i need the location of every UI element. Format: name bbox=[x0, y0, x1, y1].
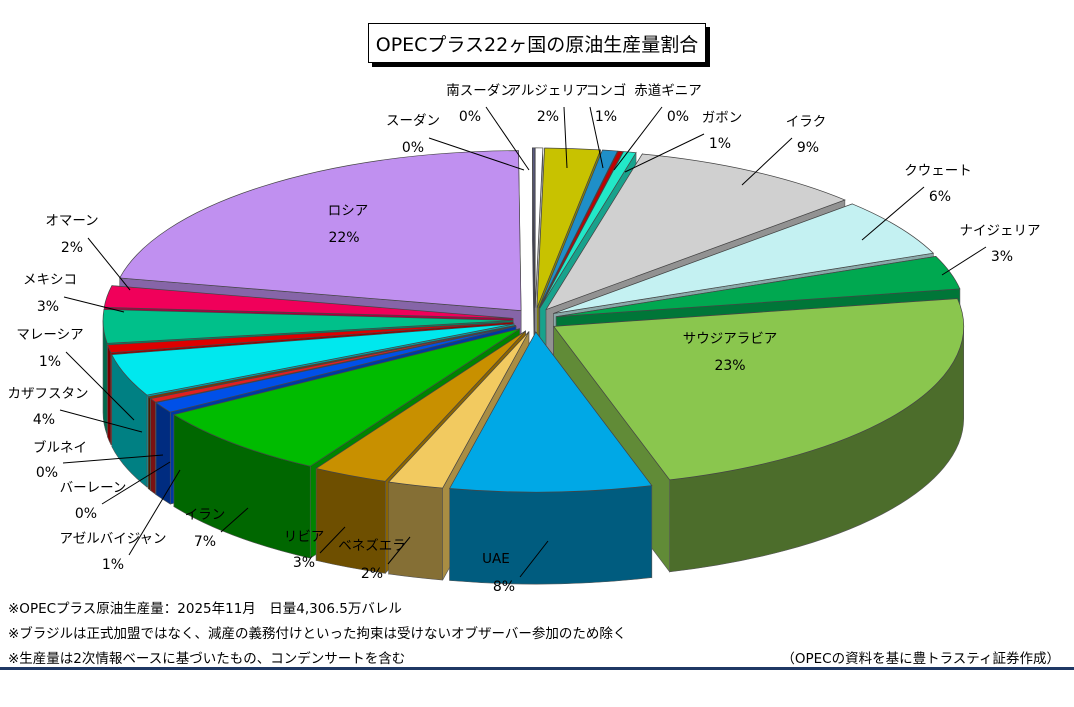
slice-name-label: サウジアラビア bbox=[683, 331, 778, 347]
slice-name-label: クウェート bbox=[904, 163, 972, 179]
leader-line bbox=[220, 507, 249, 533]
slice-percent-label: 4% bbox=[33, 412, 55, 428]
leader-line bbox=[613, 106, 663, 171]
leader-line bbox=[861, 186, 925, 241]
leader-line bbox=[59, 409, 143, 433]
leader-line bbox=[63, 296, 125, 313]
slice-11 bbox=[315, 330, 526, 482]
leader-line bbox=[319, 526, 346, 554]
slice-20 bbox=[119, 150, 522, 312]
source-note: （OPECの資料を基に豊トラスティ証券作成） bbox=[781, 651, 1060, 667]
slice-name-label: リビア bbox=[284, 529, 325, 545]
slice-percent-label: 0% bbox=[36, 465, 58, 481]
slice-percent-label: 1% bbox=[595, 109, 617, 125]
slice-name-label: ナイジェリア bbox=[960, 223, 1041, 239]
slice-4 bbox=[539, 151, 637, 309]
leader-line bbox=[941, 246, 987, 276]
slice-name-label: ガボン bbox=[702, 110, 743, 126]
slice-name-label: 赤道ギニア bbox=[634, 83, 702, 99]
leader-line bbox=[101, 461, 171, 505]
slice-percent-label: 2% bbox=[61, 240, 83, 256]
leader-line bbox=[624, 133, 705, 173]
slice-percent-label: 0% bbox=[667, 109, 689, 125]
slice-name-label: ブルネイ bbox=[33, 439, 87, 456]
slice-percent-label: 3% bbox=[293, 555, 315, 571]
leader-line bbox=[62, 454, 164, 464]
slice-9 bbox=[449, 331, 653, 493]
footnote-production: ※OPECプラス原油生産量：2025年11月 日量4,306.5万バレル bbox=[8, 601, 402, 617]
leader-line bbox=[387, 536, 411, 565]
slice-name-label: ベネズエラ bbox=[338, 538, 406, 554]
slice-1 bbox=[536, 147, 602, 309]
slice-16 bbox=[111, 323, 515, 396]
slice-name-label: UAE bbox=[482, 551, 510, 567]
footnote-basis: ※生産量は2次情報ベースに基づいたもの、コンデンサートを含む bbox=[8, 651, 406, 667]
slice-percent-label: 2% bbox=[361, 566, 383, 582]
slice-side-10 bbox=[388, 481, 443, 581]
slice-18 bbox=[102, 309, 514, 344]
slice-name-label: ロシア bbox=[328, 203, 369, 219]
leader-line bbox=[589, 106, 604, 169]
slice-side-11 bbox=[315, 468, 386, 574]
slice-name-label: イラン bbox=[185, 507, 226, 523]
slice-percent-label: 1% bbox=[39, 354, 61, 370]
slice-name-label: 南スーダン bbox=[446, 83, 514, 99]
slice-21 bbox=[532, 147, 536, 308]
slice-percent-label: 3% bbox=[991, 249, 1013, 265]
slice-percent-label: 0% bbox=[459, 109, 481, 125]
slice-7 bbox=[556, 255, 961, 317]
slice-percent-label: 0% bbox=[402, 140, 424, 156]
slice-percent-label: 23% bbox=[714, 358, 745, 374]
footnote-brazil: ※ブラジルは正式加盟ではなく、減産の義務付けといった拘束は受けないオブザーバー参… bbox=[8, 626, 627, 642]
slice-5 bbox=[545, 153, 846, 311]
slice-percent-label: 3% bbox=[37, 299, 59, 315]
leader-line bbox=[87, 237, 131, 291]
slice-name-label: コンゴ bbox=[586, 82, 627, 99]
leader-line bbox=[428, 137, 525, 171]
leader-line bbox=[128, 469, 181, 556]
slice-percent-label: 8% bbox=[493, 579, 515, 595]
slice-percent-label: 6% bbox=[929, 189, 951, 205]
slice-8 bbox=[553, 298, 965, 481]
slice-side-15 bbox=[147, 396, 151, 492]
slice-17 bbox=[107, 321, 514, 354]
slice-percent-label: 9% bbox=[797, 140, 819, 156]
slice-name-label: バーレーン bbox=[60, 480, 127, 496]
leader-line bbox=[65, 351, 135, 421]
slice-name-label: アゼルバイジャン bbox=[59, 531, 166, 547]
slice-side-14 bbox=[150, 398, 156, 495]
slice-percent-label: 1% bbox=[709, 136, 731, 152]
slice-name-label: アルジェリア bbox=[508, 83, 589, 99]
leader-line bbox=[519, 540, 549, 578]
slice-name-label: マレーシア bbox=[16, 327, 83, 343]
slice-side-9 bbox=[449, 485, 653, 585]
leader-line bbox=[485, 106, 530, 171]
slice-percent-label: 0% bbox=[75, 506, 97, 522]
slice-13 bbox=[155, 325, 517, 413]
slice-name-label: カザフスタン bbox=[8, 386, 89, 402]
leader-line bbox=[563, 106, 568, 169]
slice-name-label: メキシコ bbox=[23, 272, 77, 288]
slice-percent-label: 7% bbox=[194, 534, 216, 550]
slice-percent-label: 2% bbox=[537, 109, 559, 125]
slice-percent-label: 22% bbox=[328, 230, 359, 246]
slice-3 bbox=[539, 150, 624, 309]
slice-name-label: オマーン bbox=[45, 213, 98, 229]
slice-name-label: スーダン bbox=[386, 113, 440, 129]
slice-2 bbox=[538, 149, 619, 309]
slice-percent-label: 1% bbox=[102, 557, 124, 573]
slice-6 bbox=[553, 203, 935, 314]
slice-12 bbox=[173, 328, 520, 467]
chart-title: OPECプラス22ヶ国の原油生産量割合 bbox=[368, 23, 706, 63]
bottom-rule bbox=[0, 667, 1074, 670]
leader-line bbox=[741, 137, 793, 186]
slice-15 bbox=[147, 325, 516, 399]
slice-10 bbox=[387, 331, 530, 489]
slice-name-label: イラク bbox=[786, 114, 827, 130]
